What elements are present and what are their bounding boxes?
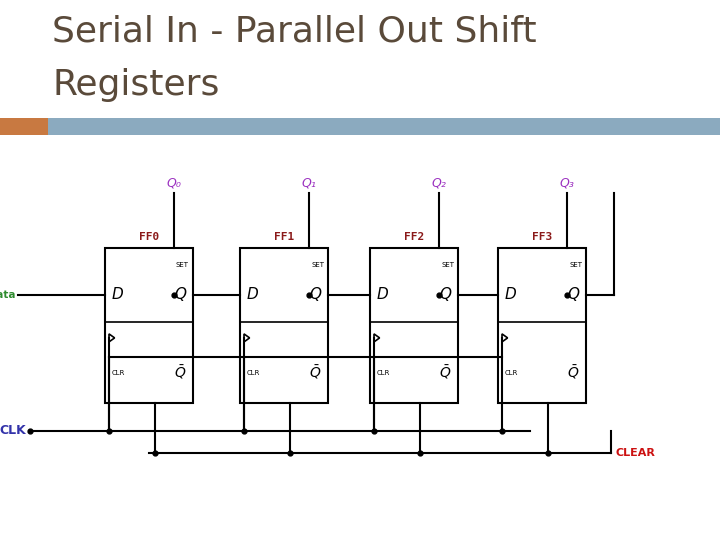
Text: CLR: CLR bbox=[505, 370, 518, 376]
Text: CLEAR: CLEAR bbox=[615, 448, 655, 458]
Bar bbox=[48, 118, 720, 135]
Text: FF1: FF1 bbox=[274, 232, 294, 242]
Text: Q₃: Q₃ bbox=[559, 176, 574, 189]
Text: FF0: FF0 bbox=[139, 232, 159, 242]
Text: FF2: FF2 bbox=[404, 232, 424, 242]
Text: CLR: CLR bbox=[112, 370, 125, 376]
Text: SET: SET bbox=[311, 262, 324, 268]
Text: Q₁: Q₁ bbox=[301, 176, 316, 189]
Text: SET: SET bbox=[176, 262, 189, 268]
Text: $\bar{Q}$: $\bar{Q}$ bbox=[438, 363, 451, 381]
Text: Q₂: Q₂ bbox=[431, 176, 446, 189]
Bar bbox=[370, 248, 458, 403]
Text: Q: Q bbox=[567, 287, 579, 302]
Text: Q: Q bbox=[439, 287, 451, 302]
Text: FF3: FF3 bbox=[532, 232, 552, 242]
Text: D: D bbox=[112, 287, 124, 302]
Text: CLK: CLK bbox=[0, 424, 26, 437]
Text: D: D bbox=[377, 287, 389, 302]
Text: $\bar{Q}$: $\bar{Q}$ bbox=[174, 363, 186, 381]
Text: D: D bbox=[247, 287, 258, 302]
Text: SET: SET bbox=[441, 262, 454, 268]
Text: SET: SET bbox=[569, 262, 582, 268]
Text: Serial In - Parallel Out Shift: Serial In - Parallel Out Shift bbox=[52, 15, 536, 49]
Bar bbox=[498, 248, 586, 403]
Text: Registers: Registers bbox=[52, 68, 220, 102]
Bar bbox=[0, 118, 48, 135]
Text: CLR: CLR bbox=[377, 370, 390, 376]
Text: CLR: CLR bbox=[247, 370, 261, 376]
Text: $\bar{Q}$: $\bar{Q}$ bbox=[567, 363, 579, 381]
Bar bbox=[240, 248, 328, 403]
Bar bbox=[105, 248, 193, 403]
Text: D: D bbox=[505, 287, 517, 302]
Text: Q: Q bbox=[309, 287, 321, 302]
Text: Q₀: Q₀ bbox=[166, 176, 181, 189]
Text: Q: Q bbox=[174, 287, 186, 302]
Text: $\bar{Q}$: $\bar{Q}$ bbox=[309, 363, 321, 381]
Text: Input data: Input data bbox=[0, 289, 16, 300]
